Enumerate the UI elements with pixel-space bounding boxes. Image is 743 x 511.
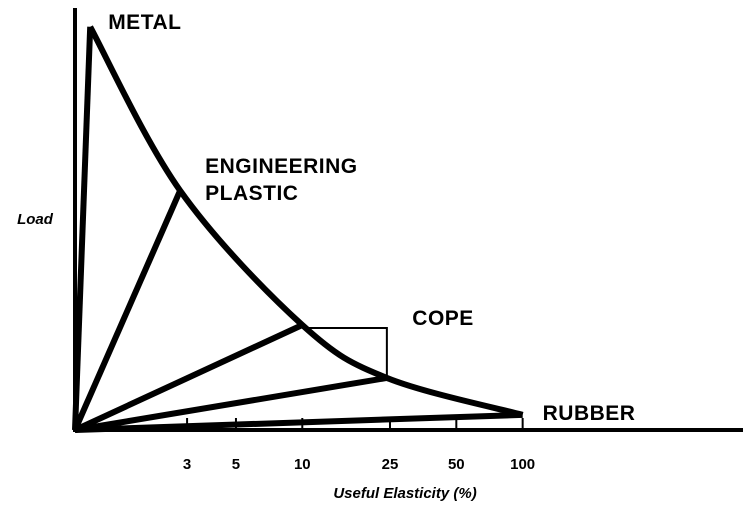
material-line xyxy=(74,374,388,433)
x-tick-label: 3 xyxy=(183,456,191,473)
material-line xyxy=(87,25,524,418)
series-label: METAL xyxy=(108,10,182,34)
material-line xyxy=(73,322,304,433)
x-tick-label: 50 xyxy=(448,456,465,473)
x-tick-label: 25 xyxy=(382,456,399,473)
material-line xyxy=(74,411,523,433)
x-axis-label: Useful Elasticity (%) xyxy=(333,485,476,502)
x-tick-label: 100 xyxy=(510,456,535,473)
series-label: COPE xyxy=(412,307,474,330)
series-label: ENGINEERING PLASTIC xyxy=(205,154,358,205)
x-tick-label: 5 xyxy=(232,456,240,473)
x-tick-label: 10 xyxy=(294,456,311,473)
material-line xyxy=(72,189,183,432)
series-label: RUBBER xyxy=(542,401,636,425)
material-line xyxy=(72,26,94,431)
cope-bracket xyxy=(302,327,388,378)
y-axis-label: Load xyxy=(17,211,54,228)
